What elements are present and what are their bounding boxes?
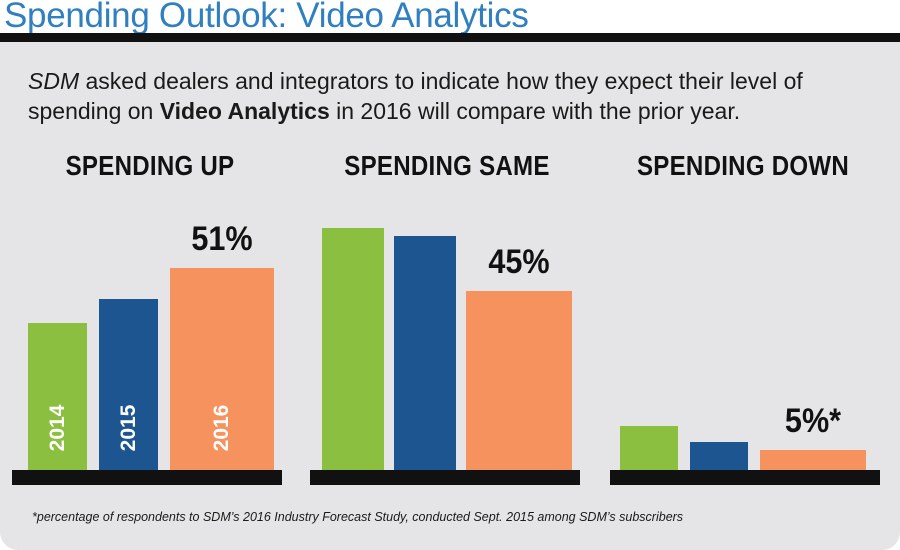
intro-text-1: asked dealers and integrators to indicat… — [28, 68, 803, 124]
value-label-spending-down: 5%* — [784, 402, 842, 440]
bar-spending-up-2016: 2016 — [170, 268, 274, 470]
header-rule — [0, 33, 900, 42]
bar-spending-up-2015: 2015 — [99, 299, 158, 470]
baseline-spending-up — [12, 470, 282, 485]
intro-text: SDM asked dealers and integrators to ind… — [28, 66, 888, 126]
bar-spending-down-2015 — [690, 442, 748, 470]
bar-spending-down-2014 — [620, 426, 678, 470]
footnote: *percentage of respondents to SDM’s 2016… — [32, 510, 684, 524]
value-label-spending-same: 45% — [488, 243, 550, 281]
bar-year-label-2015: 2015 — [116, 404, 140, 452]
header: Spending Outlook: Video Analytics — [0, 0, 900, 42]
group-title-spending-down: SPENDING DOWN — [636, 150, 850, 181]
bar-spending-down-2016 — [760, 450, 866, 470]
intro-topic: Video Analytics — [159, 98, 330, 124]
group-title-spending-same: SPENDING SAME — [344, 150, 550, 181]
baseline-spending-down — [610, 470, 880, 485]
baseline-spending-same — [310, 470, 580, 485]
intro-publication: SDM — [28, 68, 80, 94]
intro-text-2: in 2016 will compare with the prior year… — [329, 98, 741, 124]
value-label-spending-up: 51% — [191, 220, 253, 258]
chart-title: Spending Outlook: Video Analytics — [4, 0, 529, 35]
bar-spending-same-2014 — [322, 228, 384, 470]
bar-year-label-2014: 2014 — [45, 404, 69, 452]
bar-spending-same-2016 — [466, 291, 572, 470]
bar-year-label-2016: 2016 — [210, 404, 233, 452]
bar-spending-same-2015 — [394, 236, 456, 470]
group-title-spending-up: SPENDING UP — [65, 150, 235, 181]
bar-spending-up-2014: 2014 — [28, 323, 87, 470]
